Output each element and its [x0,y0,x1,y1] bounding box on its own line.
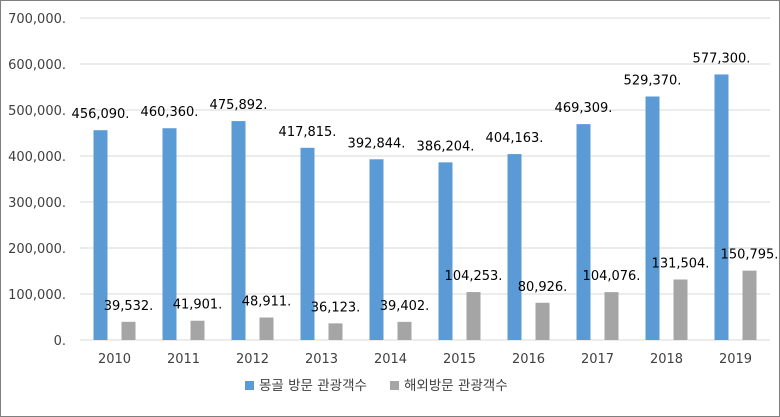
bar-mongolia-visitors [645,96,660,340]
x-tick-label: 2011 [167,352,200,367]
bars [93,74,757,340]
bar-mongolia-visitors [576,124,591,340]
bar-overseas-visitors [397,321,412,340]
legend-label: 몽골 방문 관광객수 [259,378,367,394]
bar-overseas-visitors [466,292,481,340]
bar-mongolia-visitors [438,162,453,340]
y-tick-label: 700,000. [8,12,66,27]
data-label: 417,815. [279,125,337,140]
x-tick-label: 2015 [443,352,476,367]
x-axis-ticks: 2010 2011 2012 2013 2014 2015 2016 2017 2018 2019 [98,352,752,367]
data-label: 39,532. [104,299,154,314]
y-tick-label: 300,000. [8,196,66,211]
y-tick-label: 0. [54,334,66,349]
data-labels: 456,090. 39,532. 460,360. 41,901. 475,892. 48… [72,51,779,315]
y-tick-label: 200,000. [8,242,66,257]
x-tick-label: 2019 [719,352,752,367]
data-label: 131,504. [652,257,710,272]
bar-overseas-visitors [259,317,274,340]
data-label: 48,911. [242,295,292,310]
x-tick-label: 2017 [581,352,614,367]
data-label: 80,926. [518,280,568,295]
bar-overseas-visitors [328,323,343,340]
y-tick-label: 400,000. [8,150,66,165]
y-axis-ticks: 0. 100,000. 200,000. 300,000. 400,000. 500,00… [8,12,66,349]
data-label: 36,123. [311,300,361,315]
data-label: 104,076. [583,269,641,284]
bar-mongolia-visitors [162,128,177,340]
bar-overseas-visitors [673,279,688,340]
data-label: 475,892. [210,98,268,113]
bar-overseas-visitors [742,270,757,340]
bar-mongolia-visitors [369,159,384,340]
data-label: 469,309. [555,101,613,116]
legend-swatch-overseas [390,381,399,390]
data-label: 456,090. [72,107,130,122]
y-tick-label: 600,000. [8,58,66,73]
legend: 몽골 방문 관광객수 해외방문 관광객수 [245,378,508,394]
data-label: 150,795. [721,248,779,263]
data-label: 104,253. [445,269,503,284]
bar-mongolia-visitors [93,130,108,340]
gridlines [80,17,770,341]
legend-label: 해외방문 관광객수 [404,378,508,394]
x-tick-label: 2018 [650,352,683,367]
bar-overseas-visitors [121,321,136,340]
x-tick-label: 2016 [512,352,545,367]
bar-mongolia-visitors [507,154,522,340]
bar-overseas-visitors [604,292,619,340]
bar-overseas-visitors [535,302,550,340]
bar-mongolia-visitors [714,74,729,340]
legend-swatch-mongolia [245,381,254,390]
data-label: 41,901. [173,298,223,313]
y-tick-label: 100,000. [8,288,66,303]
bar-overseas-visitors [190,320,205,340]
data-label: 392,844. [348,136,406,151]
data-label: 577,300. [693,51,751,66]
data-label: 404,163. [486,131,544,146]
data-label: 529,370. [624,73,682,88]
bar-mongolia-visitors [300,147,315,340]
data-label: 39,402. [380,299,430,314]
bar-mongolia-visitors [231,121,246,340]
x-tick-label: 2010 [98,352,131,367]
x-tick-label: 2014 [374,352,407,367]
y-tick-label: 500,000. [8,104,66,119]
x-tick-label: 2013 [305,352,338,367]
x-tick-label: 2012 [236,352,269,367]
data-label: 386,204. [417,139,475,154]
data-label: 460,360. [141,105,199,120]
